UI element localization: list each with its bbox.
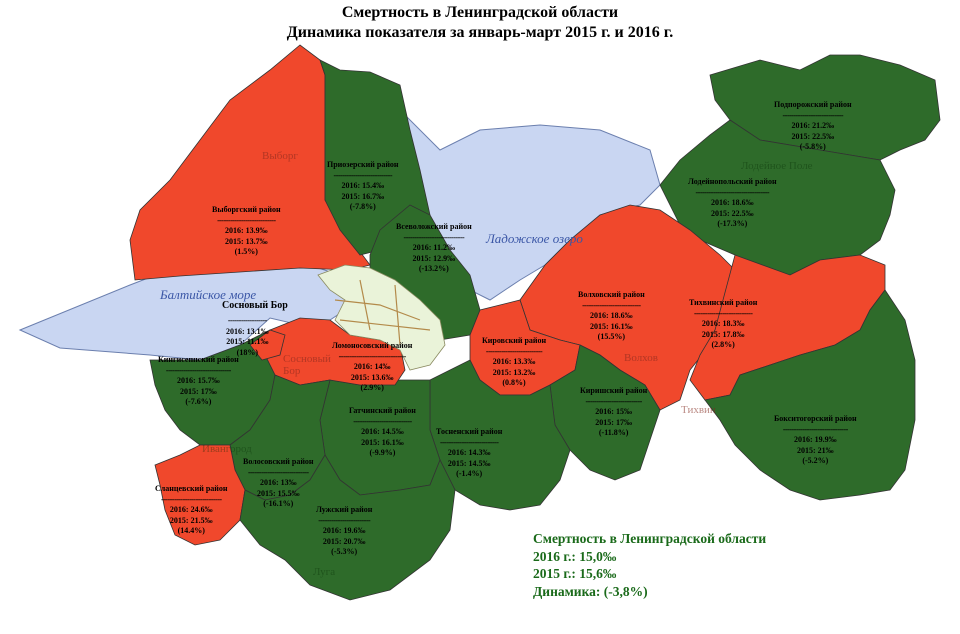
place-sosnovy-bor: Сосновый Бор — [283, 353, 331, 377]
ladoga-lake-label: Ладожское озеро — [486, 231, 583, 246]
label-podporozhsky: Подпорожский район ----------------------… — [774, 100, 852, 151]
place-luga: Луга — [313, 566, 336, 578]
label-tosnensky: Тосненский район ------------------------… — [436, 427, 503, 478]
label-slantsevsky: Сланцевский район -----------------------… — [155, 484, 228, 535]
label-boksitogorsky: Бокситогорский район --------------------… — [774, 414, 857, 465]
label-tikhvinsky: Тихвинский район ------------------------… — [689, 298, 758, 349]
label-lomonosovsky: Ломоносовский район ---------------------… — [332, 341, 413, 392]
place-lodeynoe: Лодейное Поле — [741, 160, 813, 172]
district-kirishsky — [549, 344, 661, 481]
place-ivangorod: Ивангород — [202, 443, 252, 455]
place-tikhvin: Тихвин — [681, 404, 716, 416]
district-luzhsky — [239, 454, 456, 601]
label-vyborgsky: Выборгский район ------------------------… — [212, 205, 281, 256]
label-kingiseppsky: Кингисеппский район ---------------------… — [158, 355, 239, 406]
label-volosovsky: Волосовский район -----------------------… — [243, 457, 314, 508]
label-gatchinsky: Гатчинский район ------------------------… — [349, 406, 416, 457]
summary-title: Смертность в Ленинградской области — [533, 531, 767, 546]
label-kirishsky: Киришский район -------------------------… — [580, 386, 648, 437]
district-boksitogorsky — [704, 289, 916, 501]
city-roads — [334, 279, 431, 346]
label-sosnovy-bor: ------------------ 2016: 13.1‰ 2015: 11.1… — [226, 316, 269, 357]
district-sosnovy-bor — [249, 329, 286, 361]
label-volkhovsky: Волховский район ------------------------… — [578, 290, 645, 341]
summary-2015: 2015 г.: 15,6‰ — [533, 566, 617, 581]
label-priozersky: Приозерский район -----------------------… — [327, 160, 399, 211]
map-subtitle: Динамика показателя за январь-март 2015 … — [286, 24, 674, 41]
city-sosnovy-bor: Сосновый Бор — [222, 300, 288, 311]
summary-2016: 2016 г.: 15,0‰ — [533, 548, 617, 564]
label-luzhsky: Лужский район ------------------------ 20… — [316, 505, 373, 556]
label-kirovsky: Кировский район -------------------------… — [482, 336, 547, 387]
district-lodeynopolsky — [659, 119, 896, 279]
place-vyborg: Выборг — [262, 150, 298, 162]
place-volkhov: Волхов — [624, 352, 658, 364]
map-title: Смертность в Ленинградской области — [341, 4, 619, 21]
saint-petersburg-area — [317, 264, 446, 371]
label-lodeynopolsky: Лодейнопольский район -------------------… — [688, 177, 777, 228]
label-vsevolozhsky: Всеволожский район ----------------------… — [396, 222, 472, 273]
summary-box: Смертность в Ленинградской области 2016 … — [533, 530, 766, 600]
summary-change: Динамика: (-3,8%) — [533, 583, 648, 599]
baltic-sea-label: Балтийское море — [160, 287, 257, 302]
